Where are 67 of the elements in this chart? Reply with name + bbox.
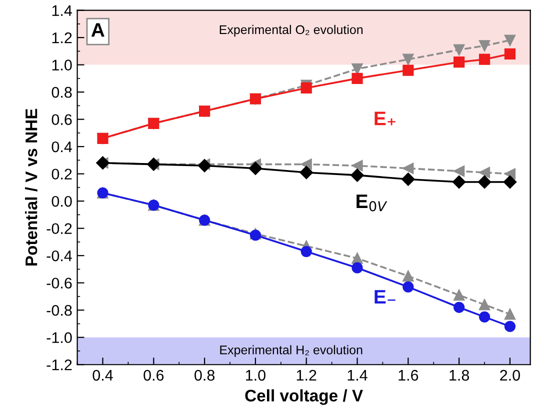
annotation: A xyxy=(91,23,104,37)
point xyxy=(352,72,363,84)
point xyxy=(452,175,466,189)
point xyxy=(350,168,364,182)
series-label: E$_{0V}$ xyxy=(356,194,388,212)
x-tick-label: 0.8 xyxy=(194,370,214,381)
point xyxy=(250,230,262,241)
point xyxy=(478,311,490,322)
point xyxy=(300,246,312,258)
point xyxy=(402,64,414,76)
point xyxy=(504,48,516,60)
point xyxy=(478,40,490,52)
y-tick-label: 0.8 xyxy=(52,86,72,98)
point xyxy=(300,166,313,180)
point xyxy=(300,158,312,170)
point xyxy=(402,270,414,282)
y-tick-label: 0.0 xyxy=(52,196,72,207)
point xyxy=(454,302,465,313)
point xyxy=(402,172,415,186)
point xyxy=(402,162,414,174)
y-tick-label: 1.0 xyxy=(52,60,72,70)
point xyxy=(352,252,363,264)
point xyxy=(504,320,516,332)
x-tick-label: 1.2 xyxy=(296,370,316,381)
y-tick-label: 1.4 xyxy=(52,5,72,16)
series-label: E₋ xyxy=(374,290,396,304)
band-label: Experimental O₂ evolution xyxy=(220,24,363,37)
y-tick-label: -1.0 xyxy=(46,332,72,344)
point xyxy=(504,168,516,180)
x-tick-label: 1.0 xyxy=(246,370,266,381)
point xyxy=(352,262,363,274)
point xyxy=(352,63,363,74)
x-tick-label: 1.4 xyxy=(348,370,368,381)
band-label: Experimental H₂ evolution xyxy=(220,345,362,357)
y-tick-label: 1.2 xyxy=(52,32,72,44)
point xyxy=(454,166,465,177)
point xyxy=(454,56,465,68)
point xyxy=(503,175,517,189)
y-tick-label: -0.6 xyxy=(46,278,72,289)
point xyxy=(402,54,414,65)
y-tick-label: -0.2 xyxy=(46,223,72,234)
point xyxy=(478,299,490,310)
point xyxy=(300,82,312,94)
point xyxy=(248,162,262,175)
y-tick-label: 0.6 xyxy=(52,114,72,126)
series-label: E₊ xyxy=(374,112,396,126)
point xyxy=(402,281,414,292)
point xyxy=(478,175,492,189)
x-tick-label: 0.6 xyxy=(144,370,164,381)
point xyxy=(478,54,490,65)
x-tick-label: 1.8 xyxy=(450,370,470,381)
y-tick-label: -0.4 xyxy=(46,250,72,262)
x-tick-label: 2.0 xyxy=(500,370,520,381)
point xyxy=(478,166,490,178)
y-tick-label: 0.2 xyxy=(52,168,72,180)
y-axis-title: Potential / V vs NHE xyxy=(25,108,38,266)
y-tick-label: -0.8 xyxy=(46,304,72,316)
x-axis-title: Cell voltage / V xyxy=(245,389,363,405)
point xyxy=(504,308,516,320)
point xyxy=(454,44,465,56)
x-tick-label: 0.4 xyxy=(92,370,113,381)
y-tick-label: 0.4 xyxy=(52,141,72,152)
point xyxy=(504,34,516,46)
y-tick-label: -1.2 xyxy=(46,359,72,370)
point xyxy=(352,160,363,172)
point xyxy=(454,290,465,301)
x-tick-label: 1.6 xyxy=(398,370,418,381)
